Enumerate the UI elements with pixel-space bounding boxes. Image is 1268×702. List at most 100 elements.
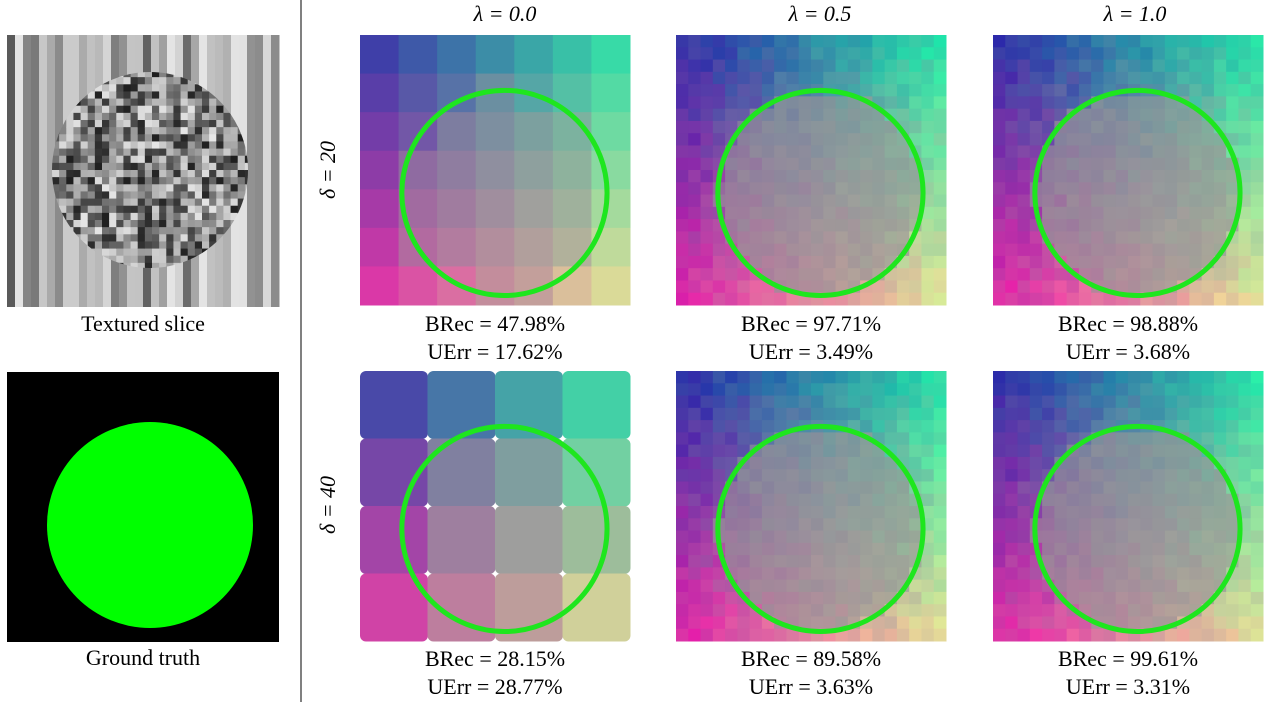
texture (173, 227, 181, 235)
superpixel (993, 383, 1006, 396)
texture (66, 141, 74, 149)
superpixel (1054, 219, 1067, 232)
superpixel (799, 481, 812, 494)
superpixel (799, 494, 812, 507)
superpixel (811, 506, 824, 519)
superpixel (737, 567, 750, 580)
superpixel (1128, 506, 1141, 519)
superpixel (1202, 531, 1215, 544)
superpixel (1030, 35, 1043, 48)
texture (181, 156, 189, 164)
superpixel (1202, 158, 1215, 171)
texture (116, 241, 124, 249)
superpixel (688, 182, 701, 195)
texture (152, 113, 160, 121)
superpixel (1140, 219, 1153, 232)
superpixel (823, 121, 836, 134)
texture (145, 256, 153, 264)
superpixel (1091, 494, 1104, 507)
superpixel (848, 604, 861, 617)
superpixel (1042, 604, 1055, 617)
superpixel (1103, 35, 1116, 48)
texture (181, 220, 189, 228)
texture (271, 35, 280, 307)
superpixel (823, 555, 836, 568)
texture (116, 177, 124, 185)
superpixel (1091, 567, 1104, 580)
superpixel (1018, 567, 1031, 580)
texture (202, 177, 210, 185)
superpixel (1067, 35, 1080, 48)
superpixel (1153, 518, 1166, 531)
superpixel (1214, 432, 1227, 445)
texture (166, 84, 174, 92)
texture (123, 77, 131, 85)
superpixel (848, 219, 861, 232)
superpixel (836, 231, 849, 244)
superpixel (1067, 531, 1080, 544)
superpixel (1018, 231, 1031, 244)
superpixel (1251, 47, 1264, 60)
superpixel (1067, 219, 1080, 232)
superpixel (774, 408, 787, 421)
superpixel (1103, 604, 1116, 617)
superpixel (799, 133, 812, 146)
superpixel (848, 580, 861, 593)
superpixel (1238, 280, 1251, 293)
superpixel (860, 383, 873, 396)
superpixel (786, 408, 799, 421)
texture (195, 134, 203, 142)
texture (123, 99, 131, 107)
texture (152, 220, 160, 228)
superpixel (1226, 371, 1239, 384)
superpixel (725, 158, 738, 171)
texture (195, 91, 203, 99)
superpixel (1226, 35, 1239, 48)
superpixel (836, 145, 849, 158)
superpixel (1189, 371, 1202, 384)
superpixel (1091, 445, 1104, 458)
superpixel (774, 195, 787, 208)
superpixel (1091, 170, 1104, 183)
superpixel (885, 158, 898, 171)
superpixel (1005, 35, 1018, 48)
superpixel (934, 47, 947, 60)
texture (202, 141, 210, 149)
superpixel (1054, 506, 1067, 519)
superpixel (676, 420, 689, 433)
texture (145, 227, 153, 235)
superpixel (872, 408, 885, 421)
superpixel (1042, 96, 1055, 109)
texture (52, 163, 60, 171)
superpixel (725, 506, 738, 519)
superpixel (786, 268, 799, 281)
superpixel (1140, 469, 1153, 482)
superpixel (872, 543, 885, 556)
superpixel (848, 182, 861, 195)
superpixel (993, 445, 1006, 458)
superpixel (750, 481, 763, 494)
texture (181, 234, 189, 242)
superpixel (1116, 72, 1129, 85)
superpixel (885, 616, 898, 629)
superpixel (1165, 371, 1178, 384)
superpixel (1079, 182, 1092, 195)
texture (223, 199, 231, 207)
superpixel (1153, 133, 1166, 146)
superpixel (993, 518, 1006, 531)
superpixel (774, 518, 787, 531)
superpixel (799, 268, 812, 281)
superpixel (1140, 256, 1153, 269)
texture (181, 84, 189, 92)
superpixel (993, 145, 1006, 158)
superpixel (799, 244, 812, 257)
superpixel (1140, 396, 1153, 409)
superpixel (934, 280, 947, 293)
superpixel (1128, 280, 1141, 293)
superpixel (885, 293, 898, 306)
superpixel (921, 96, 934, 109)
superpixel (1054, 616, 1067, 629)
superpixel (993, 408, 1006, 421)
superpixel (774, 531, 787, 544)
superpixel (921, 109, 934, 122)
